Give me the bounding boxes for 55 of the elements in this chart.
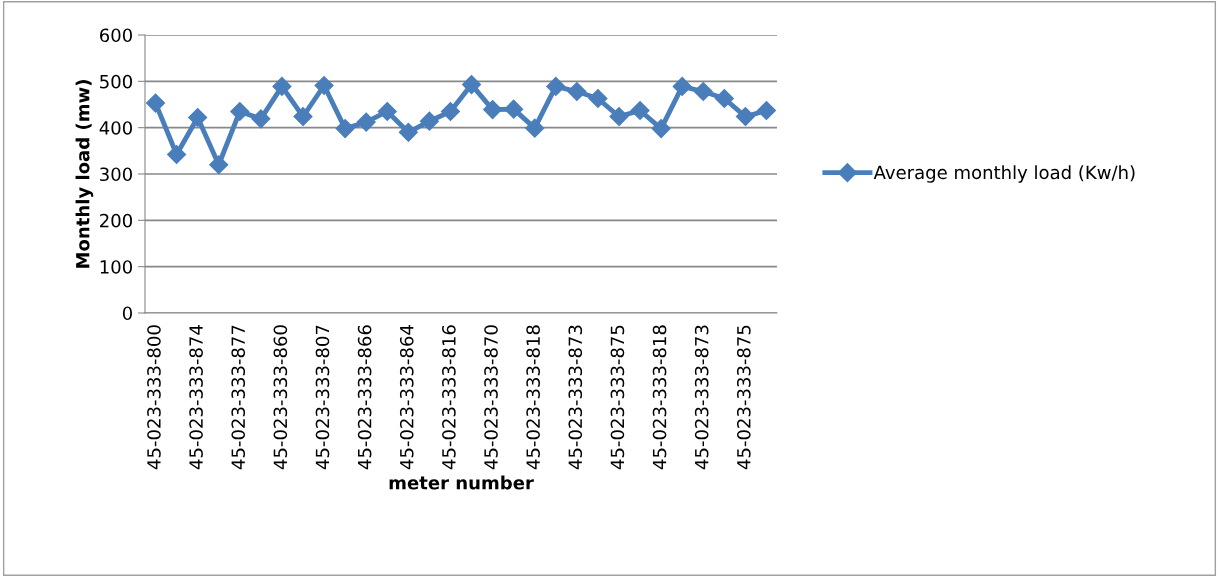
point — [251, 109, 271, 129]
y-tick-label: 100 — [100, 260, 132, 274]
x-tick-label: 45-023-333-875 — [736, 325, 751, 470]
x-tick-label: 45-023-333-870 — [484, 325, 498, 470]
x-tick-label: 45-023-333-875 — [610, 325, 625, 470]
x-tick-label: 45-023-333-860 — [273, 325, 288, 470]
point — [314, 75, 334, 96]
x-tick-label: 45-023-333-800 — [147, 325, 161, 470]
point — [714, 88, 734, 109]
point — [167, 145, 187, 165]
x-tick-label: 45-023-333-818 — [526, 325, 540, 470]
x-axis-title: meter number — [389, 475, 534, 490]
x-tick-label: 45-023-333-864 — [399, 325, 414, 470]
point — [735, 107, 755, 127]
point — [525, 118, 545, 138]
point — [356, 112, 376, 132]
point — [230, 101, 250, 121]
point — [609, 107, 629, 127]
y-tick-label: 600 — [99, 28, 132, 43]
point — [419, 111, 439, 131]
y-tick-label: 500 — [100, 74, 132, 89]
y-tick-label: 300 — [100, 167, 132, 182]
legend-label: Average monthly load (Kw/h) — [873, 165, 1135, 183]
x-tick-label: 45-023-333-873 — [568, 325, 583, 470]
point — [504, 99, 524, 119]
point — [693, 81, 713, 102]
x-tick-label: 45-023-333-807 — [315, 325, 330, 470]
point — [651, 119, 671, 139]
point — [672, 76, 692, 96]
point — [293, 107, 313, 127]
point — [546, 76, 566, 96]
x-tick-label: 45-023-333-818 — [652, 325, 667, 470]
point — [209, 155, 229, 175]
x-tick-label: 45-023-333-866 — [357, 325, 372, 470]
point — [188, 107, 208, 128]
x-tick-label: 45-023-333-877 — [231, 325, 246, 470]
point — [756, 100, 777, 121]
point — [461, 75, 482, 95]
x-tick-label: 45-023-333-816 — [442, 325, 456, 470]
point — [377, 101, 397, 121]
point — [567, 81, 587, 102]
y-tick-label: 0 — [122, 306, 132, 321]
y-tick-label: 200 — [100, 213, 132, 228]
point — [398, 122, 418, 142]
y-tick-label: 400 — [99, 121, 132, 135]
x-tick-label: 45-023-333-873 — [694, 325, 709, 470]
point — [335, 119, 355, 139]
y-axis-title: Monthly load (mw) — [75, 80, 94, 268]
point — [588, 88, 608, 109]
point — [630, 100, 650, 121]
x-tick-label: 45-023-333-874 — [189, 325, 203, 470]
point — [440, 101, 461, 121]
point — [483, 100, 503, 120]
point — [145, 93, 166, 113]
point — [272, 76, 292, 96]
